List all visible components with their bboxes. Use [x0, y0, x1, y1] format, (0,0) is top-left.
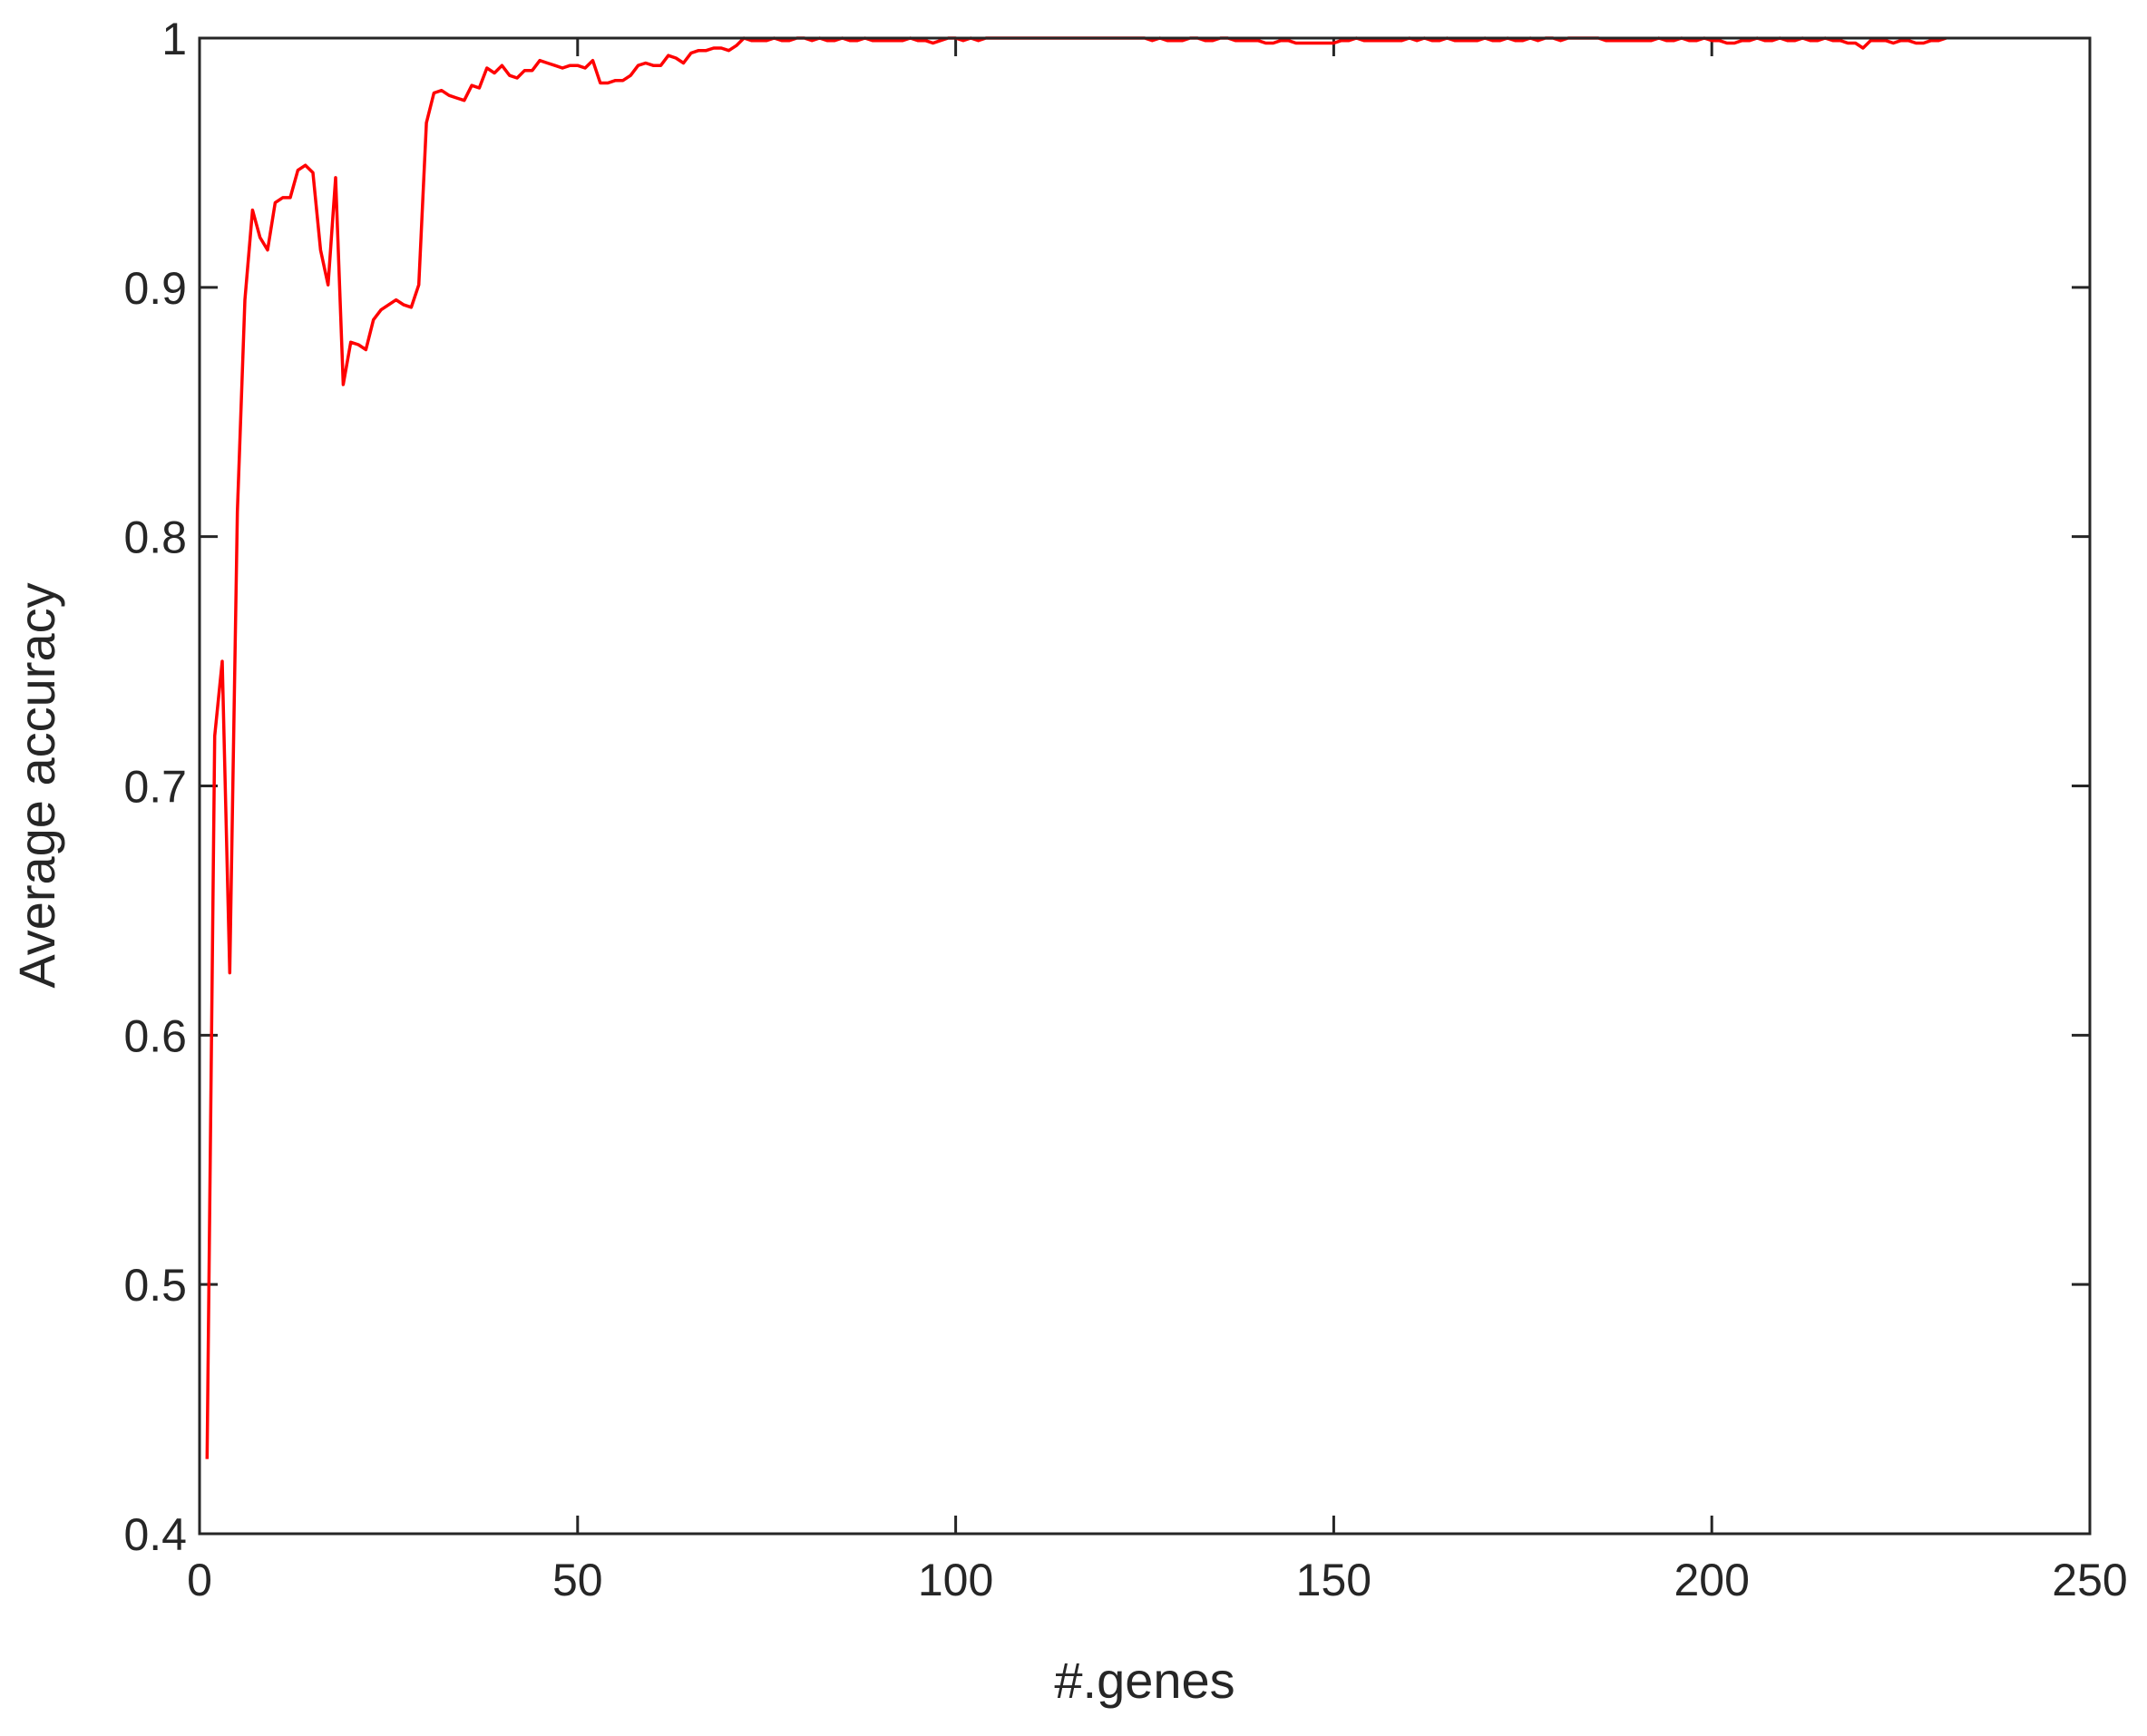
y-tick-label: 0.9	[123, 263, 187, 314]
x-tick-label: 150	[1296, 1555, 1371, 1605]
x-axis-label: #.genes	[1054, 1652, 1235, 1709]
y-tick-label: 0.6	[123, 1010, 187, 1061]
y-tick-label: 0.8	[123, 512, 187, 563]
x-tick-label: 0	[187, 1555, 212, 1605]
y-tick-label: 0.7	[123, 762, 187, 813]
x-tick-label: 100	[918, 1555, 993, 1605]
y-tick-label: 0.5	[123, 1260, 187, 1311]
series-line	[205, 36, 1947, 1459]
y-tick-label: 1	[161, 14, 187, 64]
x-tick-label: 250	[2052, 1555, 2127, 1605]
y-axis-label: Average accuracy	[8, 582, 65, 988]
x-tick-label: 200	[1674, 1555, 1749, 1605]
x-tick-label: 50	[552, 1555, 603, 1605]
y-tick-label: 0.4	[123, 1509, 187, 1560]
plot-frame	[198, 36, 2092, 1536]
